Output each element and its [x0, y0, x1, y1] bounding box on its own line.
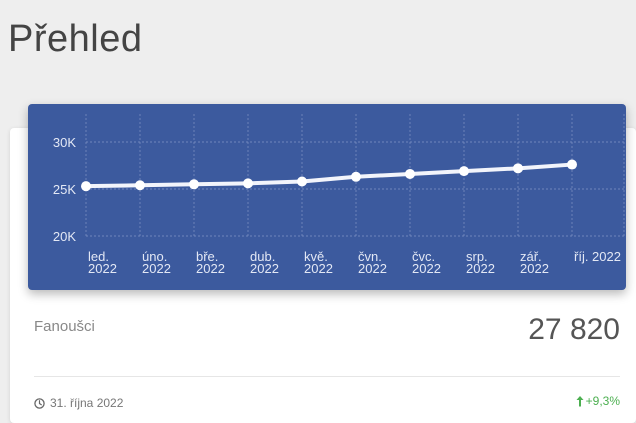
data-point — [351, 171, 361, 182]
data-point — [405, 168, 415, 179]
change-badge: +9,3% — [576, 394, 620, 408]
data-point — [567, 159, 577, 170]
data-point — [189, 179, 199, 190]
x-tick-label: úno. 2022 — [142, 249, 171, 276]
data-point — [135, 180, 145, 191]
x-tick-label: led. 2022 — [88, 249, 117, 276]
y-tick-label: 25K — [53, 182, 76, 197]
fans-chart: 30K 25K 20K led. 2022 úno. 2022 bře. 2022 dub. 202… — [28, 104, 626, 290]
data-point — [459, 166, 469, 177]
fans-chart-svg: 30K 25K 20K led. 2022 úno. 2022 bře. 2022 dub. 202… — [53, 114, 625, 276]
data-point — [513, 163, 523, 174]
stat-label: Fanoušci — [34, 318, 95, 335]
page-title: Přehled — [8, 18, 143, 60]
x-tick-label: zář. 2022 — [520, 249, 549, 276]
footer-date-text: 31. října 2022 — [50, 396, 124, 410]
x-tick-label: kvě. 2022 — [304, 249, 333, 276]
data-point — [297, 176, 307, 187]
x-tick-label: dub. 2022 — [250, 249, 279, 276]
x-tick-label: čvc. 2022 — [412, 249, 441, 276]
clock-icon — [34, 397, 45, 409]
data-point — [81, 181, 91, 192]
x-tick-label: říj. 2022 — [574, 249, 621, 264]
change-value: +9,3% — [585, 394, 620, 408]
stat-value: 27 820 — [528, 313, 620, 346]
series-line — [84, 162, 574, 189]
x-tick-label: čvn. 2022 — [358, 249, 387, 276]
x-tick-label: bře. 2022 — [196, 249, 225, 276]
card-divider — [34, 376, 620, 377]
footer-date: 31. října 2022 — [34, 396, 123, 410]
y-tick-label: 20K — [53, 229, 76, 244]
y-tick-label: 30K — [53, 135, 76, 150]
data-point — [243, 178, 253, 189]
arrow-up-icon — [576, 396, 584, 407]
x-tick-label: srp. 2022 — [466, 249, 495, 276]
